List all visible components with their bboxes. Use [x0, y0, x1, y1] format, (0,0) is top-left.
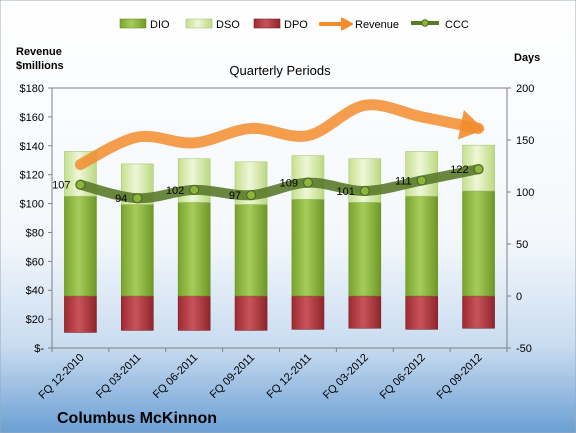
legend-swatch-dso	[185, 18, 213, 29]
bar-dpo	[291, 295, 325, 330]
ccc-marker	[359, 185, 370, 197]
lines-layer	[74, 99, 485, 204]
bar-dpo	[234, 295, 268, 331]
right-axis-tick-label: 150	[516, 135, 534, 147]
left-axis-tick-label: $160	[20, 112, 44, 124]
labels-layer: 107 94 102 97 109 101 111 122	[52, 164, 468, 205]
bar-dio	[405, 195, 438, 297]
legend: DIO DSO DPO Revenue CCC	[119, 17, 469, 31]
legend-label-dio: DIO	[150, 19, 170, 31]
bar-dio	[291, 198, 325, 297]
ccc-data-label: 109	[280, 178, 298, 190]
bar-dio	[348, 202, 382, 297]
left-axis-tick-label: $120	[20, 170, 44, 182]
left-axis-label-line2: $millions	[16, 60, 64, 72]
company-name: Columbus McKinnon	[57, 410, 217, 427]
bar-dpo	[462, 295, 495, 329]
ccc-marker	[132, 193, 143, 204]
right-axis-tick-label: 200	[516, 83, 534, 95]
bar-dpo	[405, 295, 438, 330]
ccc-data-label: 94	[115, 193, 127, 205]
legend-label-revenue: Revenue	[355, 19, 399, 31]
bar-dio	[64, 195, 97, 297]
ccc-marker	[416, 175, 427, 186]
bar-dpo	[121, 295, 154, 331]
bar-dpo	[348, 295, 382, 329]
ccc-data-label: 101	[336, 186, 354, 198]
ccc-marker	[473, 164, 484, 175]
left-axis-tick-label: $180	[20, 83, 44, 95]
bar-dso	[291, 155, 325, 200]
ccc-marker	[75, 179, 86, 190]
bar-dio	[177, 202, 211, 297]
bar-dio	[234, 204, 268, 297]
bar-dio	[462, 190, 495, 297]
left-axis-tick-label: $-	[34, 343, 44, 355]
ccc-data-label: 111	[395, 176, 412, 188]
ccc-data-label: 122	[450, 164, 468, 176]
legend-swatch-ccc-marker	[421, 19, 429, 27]
ccc-marker	[189, 184, 200, 196]
legend-label-dso: DSO	[216, 19, 240, 31]
right-axis-tick-label: 50	[516, 239, 528, 251]
revenue-line	[74, 99, 485, 171]
legend-label-ccc: CCC	[445, 19, 469, 31]
right-axis-tick-label: 100	[516, 187, 534, 199]
ccc-data-label: 102	[166, 185, 184, 197]
left-axis-tick-label: $60	[26, 256, 44, 268]
right-axis-label: Days	[514, 52, 540, 64]
ccc-marker	[245, 190, 257, 201]
left-axis-tick-label: $20	[26, 314, 44, 326]
left-axis-tick-label: $140	[20, 141, 44, 153]
right-axis-tick-label: 0	[516, 291, 522, 303]
legend-swatch-revenue	[319, 17, 353, 31]
legend-label-dpo: DPO	[284, 19, 308, 31]
bar-dpo	[177, 295, 211, 331]
revenue-arrow-head	[457, 110, 485, 140]
left-axis-tick-label: $80	[26, 227, 44, 239]
right-axis-tick-label: -50	[516, 343, 532, 355]
ccc-data-label: 107	[52, 180, 70, 192]
left-axis-label-line1: Revenue	[16, 46, 62, 58]
bar-dio	[121, 204, 154, 297]
legend-swatch-dpo	[253, 18, 281, 29]
left-axis-tick-label: $100	[20, 199, 44, 211]
ccc-marker	[302, 177, 314, 188]
chart-title: Quarterly Periods	[229, 63, 331, 78]
bar-dpo	[64, 295, 97, 333]
left-axis-tick-label: $40	[26, 285, 44, 297]
legend-swatch-dio	[119, 18, 147, 29]
bars-layer	[64, 144, 495, 333]
ccc-data-label: 97	[229, 190, 241, 202]
